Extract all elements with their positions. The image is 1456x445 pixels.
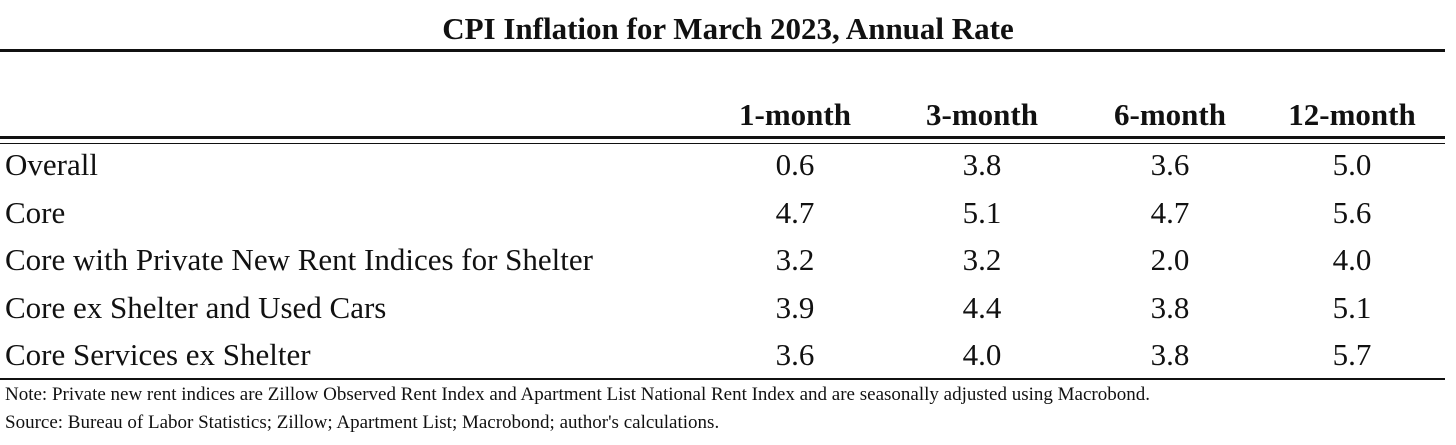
table-cell-1-month: 0.6	[775, 147, 815, 182]
table-cell-1-month: 3.6	[775, 337, 815, 372]
table-row: Core 4.7 5.1 4.7 5.6	[0, 190, 1456, 236]
row-label: Overall	[5, 147, 98, 182]
column-header-12-month: 12-month	[1288, 97, 1416, 132]
table-cell-6-month: 4.7	[1150, 194, 1190, 230]
table-cell-1-month: 4.7	[775, 194, 815, 230]
table-cell-3-month: 5.1	[962, 194, 1002, 230]
row-label: Core Services ex Shelter	[5, 337, 311, 372]
table-cell-6-month: 2.0	[1150, 242, 1190, 277]
table-row: Overall 0.6 3.8 3.6 5.0	[0, 142, 1456, 188]
table-cell-12-month: 5.1	[1332, 289, 1372, 325]
table-source: Source: Bureau of Labor Statistics; Zill…	[5, 412, 720, 433]
header-rule-thick	[0, 136, 1445, 139]
table-cell-3-month: 3.8	[962, 147, 1002, 182]
table-row: Core ex Shelter and Used Cars 3.9 4.4 3.8 5.…	[0, 285, 1456, 331]
header-rule-thin	[0, 143, 1445, 144]
column-header-3-month: 3-month	[926, 97, 1038, 132]
table-cell-6-month: 3.8	[1150, 289, 1190, 325]
table-cell-1-month: 3.9	[775, 289, 815, 325]
column-header-6-month: 6-month	[1114, 97, 1226, 132]
table-row: Core with Private New Rent Indices for S…	[0, 237, 1456, 283]
table-cell-3-month: 3.2	[962, 242, 1002, 277]
table-cell-12-month: 5.7	[1332, 337, 1372, 372]
table-title: CPI Inflation for March 2023, Annual Rat…	[442, 11, 1014, 46]
row-label: Core ex Shelter and Used Cars	[5, 289, 387, 325]
table-cell-6-month: 3.6	[1150, 147, 1190, 182]
table-cell-3-month: 4.4	[962, 289, 1002, 325]
table-cell-12-month: 4.0	[1332, 242, 1372, 277]
table-cell-6-month: 3.8	[1150, 337, 1190, 372]
table-row: Core Services ex Shelter 3.6 4.0 3.8 5.7	[0, 332, 1456, 378]
table-cell-12-month: 5.6	[1332, 194, 1372, 230]
bottom-rule	[0, 378, 1445, 380]
table-note: Note: Private new rent indices are Zillo…	[5, 384, 1150, 405]
top-rule	[0, 49, 1445, 52]
row-label: Core with Private New Rent Indices for S…	[5, 242, 593, 277]
column-header-1-month: 1-month	[739, 97, 851, 132]
table-cell-1-month: 3.2	[775, 242, 815, 277]
table-cell-12-month: 5.0	[1332, 147, 1372, 182]
table-cell-3-month: 4.0	[962, 337, 1002, 372]
row-label: Core	[5, 194, 66, 230]
